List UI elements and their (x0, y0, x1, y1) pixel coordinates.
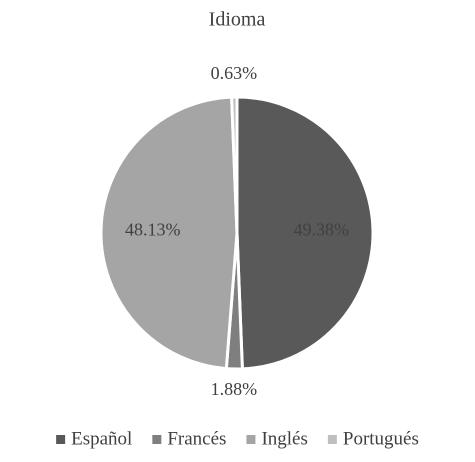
data-label: 1.88% (211, 379, 258, 399)
legend-label: Francés (167, 428, 226, 449)
pie-slice (230, 95, 239, 234)
chart-title: Idioma (209, 9, 266, 31)
data-label: 48.13% (125, 219, 181, 239)
legend-marker (152, 435, 162, 444)
legend-marker (56, 435, 66, 444)
data-label: 0.63% (211, 63, 258, 83)
legend-label: Español (71, 428, 132, 449)
data-label: 49.38% (294, 219, 350, 239)
legend-label: Inglés (261, 428, 307, 449)
pie-slice (235, 95, 375, 371)
legend-marker (246, 435, 256, 444)
legend-marker (327, 435, 337, 444)
pie-slice (99, 95, 239, 371)
legend-label: Portugués (343, 428, 419, 449)
